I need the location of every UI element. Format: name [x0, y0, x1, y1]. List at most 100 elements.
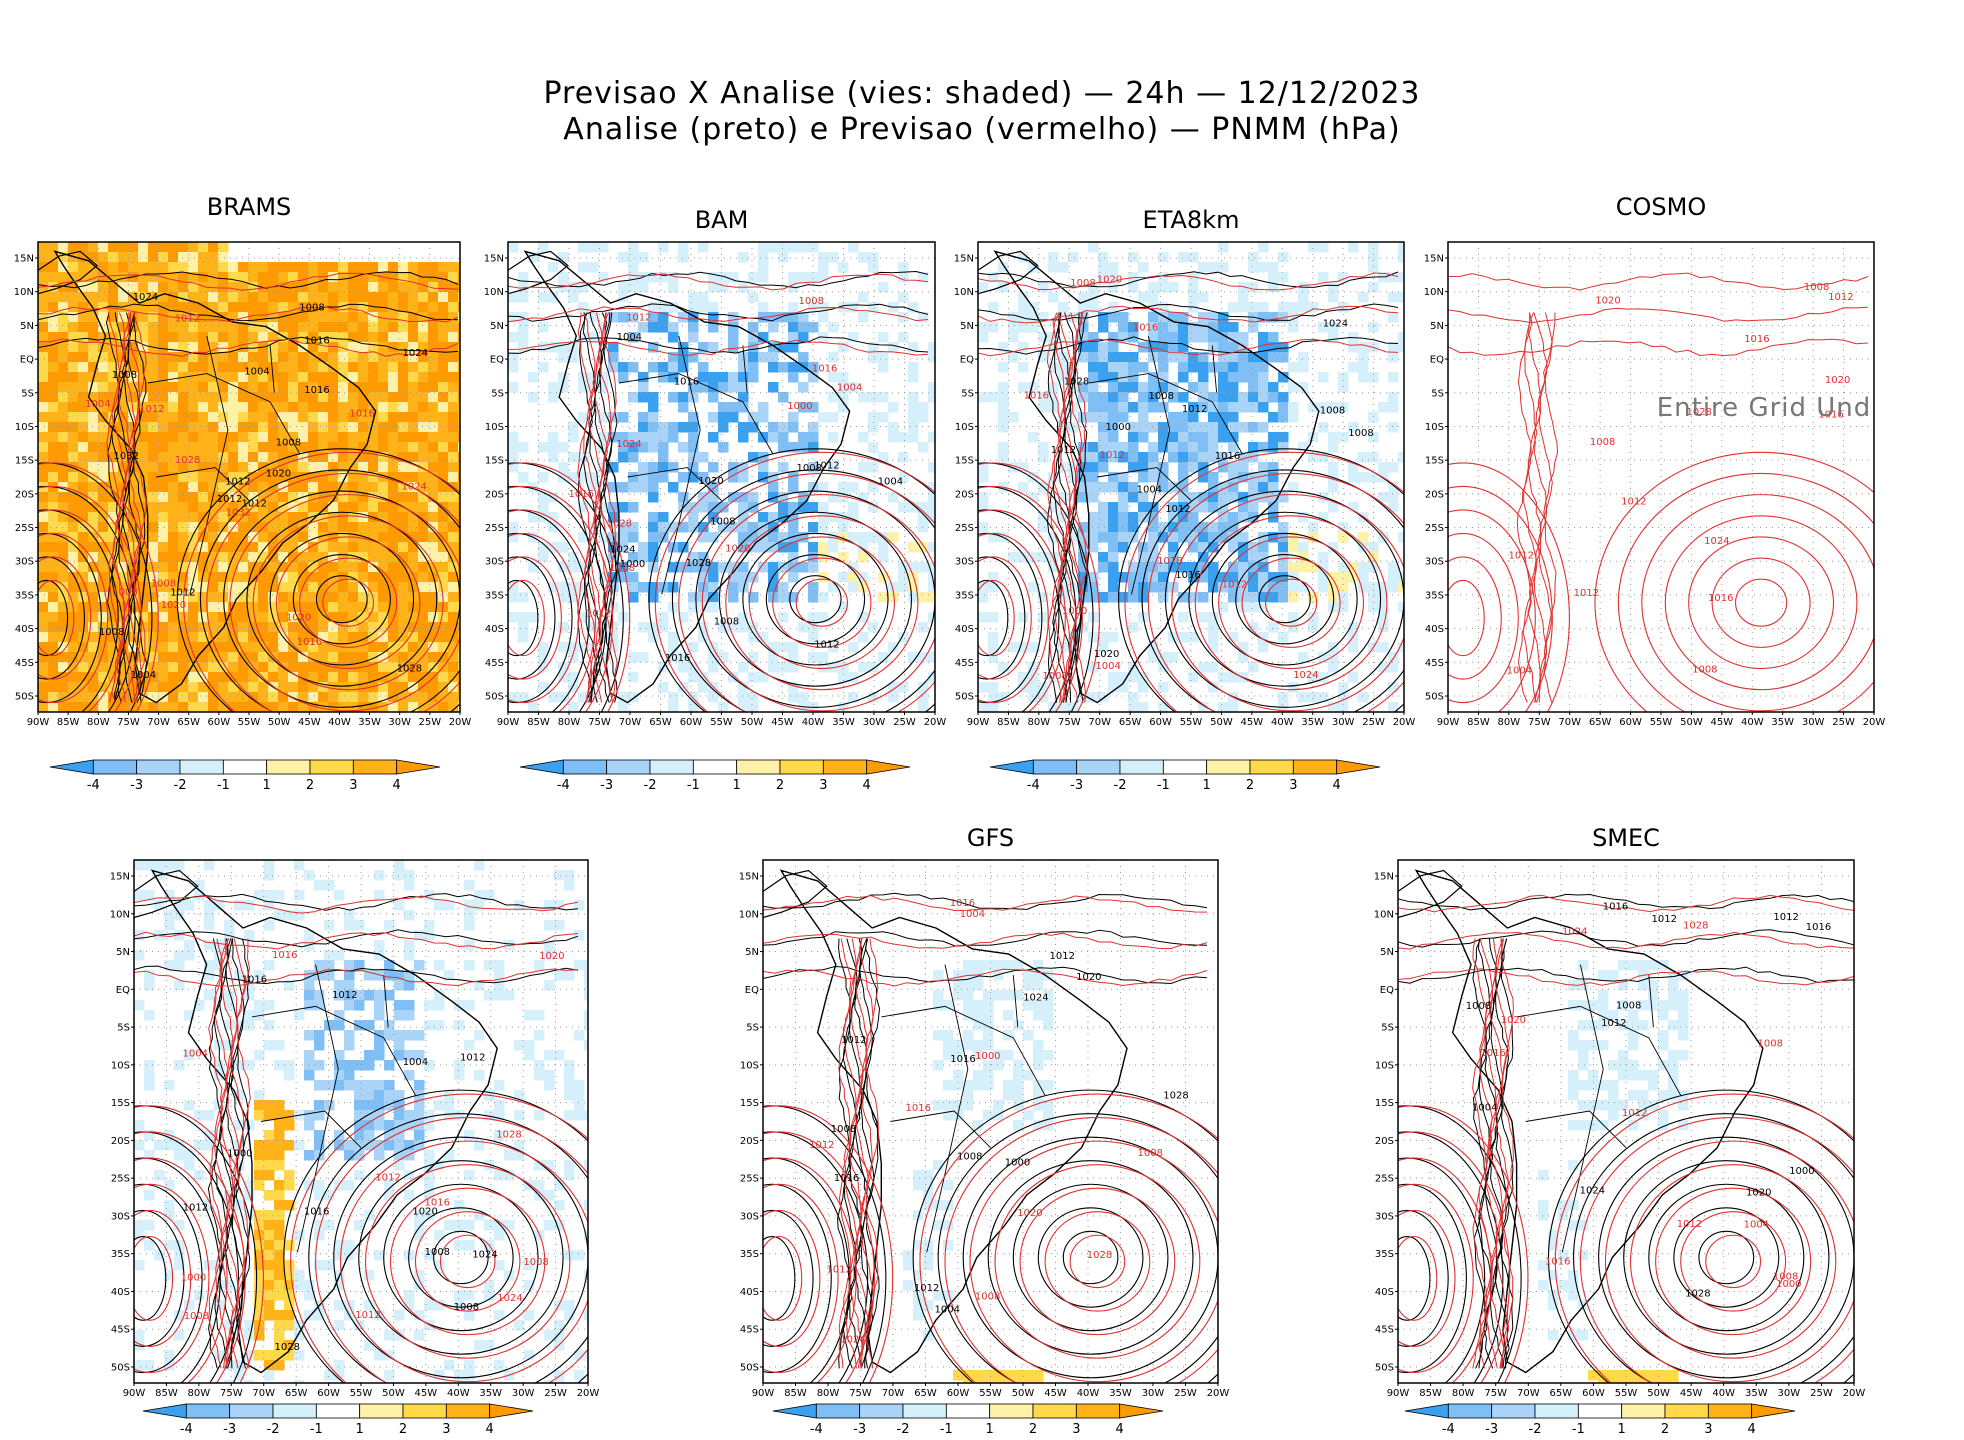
- bias-cell: [858, 552, 869, 563]
- bias-cell: [348, 602, 359, 613]
- bias-cell: [178, 612, 189, 623]
- bias-cell: [178, 502, 189, 513]
- bias-cell: [278, 292, 289, 303]
- bias-cell: [138, 452, 149, 463]
- bias-cell: [1008, 332, 1019, 343]
- bias-cell: [288, 262, 299, 273]
- bias-cell: [818, 512, 829, 523]
- bias-cell: [1238, 292, 1249, 303]
- bias-cell: [88, 282, 99, 293]
- bias-cell: [1388, 422, 1399, 433]
- bias-cell: [1088, 242, 1099, 253]
- bias-cell: [354, 1140, 365, 1151]
- bias-cell: [98, 452, 109, 463]
- bias-cell: [1258, 472, 1269, 483]
- bias-cell: [308, 292, 319, 303]
- bias-cell: [788, 242, 799, 253]
- bias-cell: [758, 402, 769, 413]
- bias-cell: [1028, 432, 1039, 443]
- bias-cell: [1088, 542, 1099, 553]
- lon-tick-label: 30W: [388, 717, 411, 728]
- bias-cell: [544, 920, 555, 931]
- bias-cell: [38, 492, 49, 503]
- bias-cell: [668, 632, 679, 643]
- bias-cell: [288, 392, 299, 403]
- bias-cell: [858, 432, 869, 443]
- lon-tick-label: 50W: [268, 717, 291, 728]
- bias-cell: [848, 582, 859, 593]
- bias-cell: [254, 1110, 265, 1121]
- bias-cell: [868, 462, 879, 473]
- bias-cell: [304, 1120, 315, 1131]
- bias-cell: [168, 642, 179, 653]
- isobar-label: 1008: [112, 370, 137, 381]
- bias-cell: [278, 602, 289, 613]
- bias-cell: [448, 462, 459, 473]
- bias-cell: [828, 352, 839, 363]
- isobar-label: 1016: [304, 385, 329, 396]
- bias-cell: [404, 910, 415, 921]
- bias-cell: [298, 402, 309, 413]
- bias-cell: [48, 662, 59, 673]
- bias-cell: [148, 372, 159, 383]
- bias-cell: [768, 352, 779, 363]
- bias-cell: [48, 362, 59, 373]
- bias-cell: [158, 422, 169, 433]
- bias-cell: [398, 592, 409, 603]
- bias-cell: [58, 342, 69, 353]
- bias-cell: [1118, 382, 1129, 393]
- bias-cell: [574, 1100, 585, 1111]
- bias-cell: [68, 452, 79, 463]
- bias-cell: [1158, 682, 1169, 693]
- bias-cell: [1278, 562, 1289, 573]
- bias-cell: [168, 402, 179, 413]
- bias-cell: [148, 452, 159, 463]
- bias-cell: [1118, 312, 1129, 323]
- bias-cell: [428, 532, 439, 543]
- bias-cell: [1008, 552, 1019, 563]
- bias-cell: [1188, 332, 1199, 343]
- bias-cell: [388, 382, 399, 393]
- lat-tick-label: 20S: [1425, 489, 1444, 500]
- bias-cell: [398, 542, 409, 553]
- bias-cell: [48, 242, 59, 253]
- isobar-label: 1004: [1507, 666, 1532, 677]
- bias-cell: [418, 262, 429, 273]
- bias-cell: [348, 432, 359, 443]
- bias-cell: [418, 362, 429, 373]
- bias-cell: [1118, 592, 1129, 603]
- colorbar-swatch: [310, 760, 353, 774]
- bias-cell: [1358, 362, 1369, 373]
- bias-cell: [318, 372, 329, 383]
- bias-cell: [48, 302, 59, 313]
- bias-cell: [268, 662, 279, 673]
- bias-cell: [778, 242, 789, 253]
- bias-cell: [388, 262, 399, 273]
- bias-cell: [1368, 322, 1379, 333]
- bias-cell: [1108, 392, 1119, 403]
- bias-cell: [1088, 382, 1099, 393]
- bias-cell: [318, 612, 329, 623]
- bias-cell: [264, 860, 275, 871]
- bias-cell: [48, 442, 59, 453]
- bias-cell: [248, 322, 259, 333]
- bias-cell: [228, 322, 239, 333]
- bias-cell: [738, 252, 749, 263]
- isobar-label: 1008: [1042, 671, 1067, 682]
- bias-cell: [1098, 322, 1109, 333]
- bias-cell: [78, 422, 89, 433]
- bias-cell: [418, 622, 429, 633]
- bias-cell: [178, 402, 189, 413]
- bias-cell: [818, 262, 829, 273]
- bias-cell: [798, 242, 809, 253]
- bias-cell: [564, 1070, 575, 1081]
- bias-cell: [308, 362, 319, 373]
- bias-cell: [388, 362, 399, 373]
- bias-cell: [1188, 542, 1199, 553]
- bias-cell: [368, 622, 379, 633]
- bias-cell: [298, 352, 309, 363]
- bias-cell: [564, 1110, 575, 1121]
- bias-cell: [678, 442, 689, 453]
- lat-tick-label: 35S: [485, 590, 504, 601]
- bias-cell: [274, 1270, 285, 1281]
